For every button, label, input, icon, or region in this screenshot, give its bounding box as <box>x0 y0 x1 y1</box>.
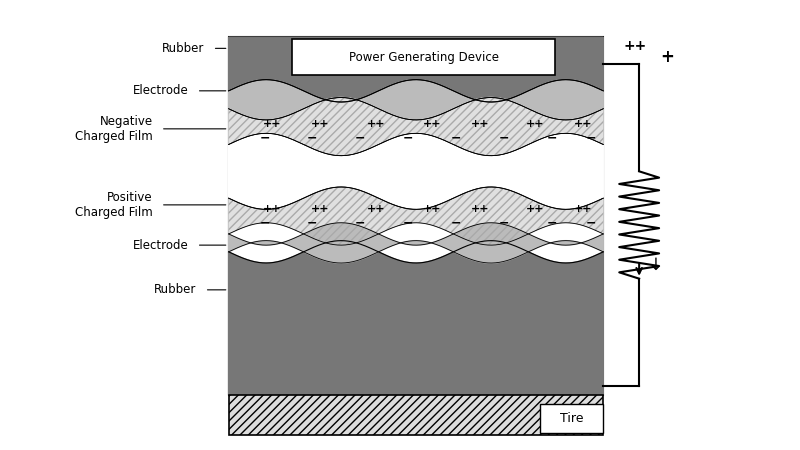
Polygon shape <box>229 187 603 245</box>
Text: ++: ++ <box>470 119 489 130</box>
Text: −: − <box>546 216 557 229</box>
Text: ++: ++ <box>526 119 545 130</box>
Text: −: − <box>546 131 557 144</box>
Text: Electrode: Electrode <box>133 238 189 252</box>
Text: ++: ++ <box>526 204 545 214</box>
Text: ++: ++ <box>574 204 593 214</box>
Text: +: + <box>660 48 674 66</box>
Text: Positive
Charged Film: Positive Charged Film <box>75 191 153 219</box>
Bar <box>229 37 603 395</box>
Text: Power Generating Device: Power Generating Device <box>349 51 499 64</box>
Text: −: − <box>307 131 318 144</box>
Polygon shape <box>229 133 603 209</box>
Text: −: − <box>355 131 366 144</box>
Text: Rubber: Rubber <box>154 284 197 297</box>
Text: −: − <box>498 131 509 144</box>
Text: ++: ++ <box>311 204 330 214</box>
Text: −: − <box>586 216 597 229</box>
Polygon shape <box>229 223 603 263</box>
Polygon shape <box>229 37 603 102</box>
Text: ++: ++ <box>311 119 330 130</box>
FancyBboxPatch shape <box>539 404 603 433</box>
Text: ++: ++ <box>367 119 386 130</box>
Text: −: − <box>355 216 366 229</box>
Text: −: − <box>402 131 414 144</box>
Text: ++: ++ <box>367 204 386 214</box>
FancyBboxPatch shape <box>292 40 555 75</box>
Text: −: − <box>259 131 270 144</box>
Text: Tire: Tire <box>560 412 583 425</box>
Text: ++: ++ <box>623 39 647 53</box>
Text: ++: ++ <box>263 204 282 214</box>
Text: ++: ++ <box>470 204 489 214</box>
Text: ↓: ↓ <box>648 256 662 274</box>
Text: Negative
Charged Film: Negative Charged Film <box>75 115 153 143</box>
Text: −: − <box>450 131 461 144</box>
Polygon shape <box>229 98 603 156</box>
Text: −: − <box>259 216 270 229</box>
Text: ++: ++ <box>574 119 593 130</box>
Text: ++: ++ <box>422 204 441 214</box>
Text: −: − <box>450 216 461 229</box>
Text: −: − <box>307 216 318 229</box>
Bar <box>229 395 603 435</box>
Text: Rubber: Rubber <box>162 42 205 55</box>
Polygon shape <box>229 241 603 395</box>
Text: −: − <box>402 216 414 229</box>
Text: Electrode: Electrode <box>133 84 189 97</box>
Text: ++: ++ <box>263 119 282 130</box>
Text: −: − <box>586 131 597 144</box>
Polygon shape <box>229 80 603 120</box>
Text: −: − <box>498 216 509 229</box>
Text: ++: ++ <box>422 119 441 130</box>
